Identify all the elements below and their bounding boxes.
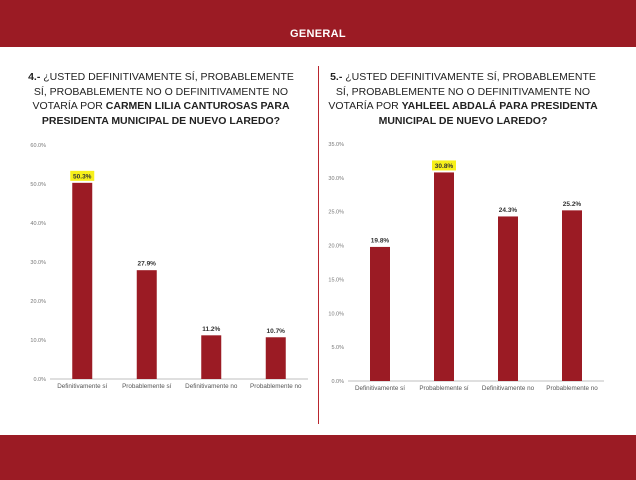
chart-q5-y-tick-label: 35.0% bbox=[328, 142, 344, 148]
chart-q4-category-label: Definitivamente sí bbox=[57, 383, 107, 390]
question-5-text: ¿USTED DEFINITIVAMENTE SÍ, PROBABLEMENTE… bbox=[328, 71, 596, 112]
chart-q5-category-label: Probablemente sí bbox=[419, 385, 469, 392]
chart-q5-category-label: Definitivamente no bbox=[482, 385, 535, 392]
chart-q4-bar bbox=[136, 270, 157, 379]
chart-q4-y-tick-label: 0.0% bbox=[33, 377, 46, 383]
chart-q5-category-label: Definitivamente sí bbox=[355, 385, 405, 392]
chart-q5-bar bbox=[562, 210, 582, 381]
header-bar: GENERAL bbox=[0, 0, 636, 47]
chart-q4-category-label: Probablemente no bbox=[250, 383, 302, 390]
chart-q5-label-highlight bbox=[432, 160, 456, 171]
chart-q4-data-label: 27.9% bbox=[138, 261, 157, 268]
chart-q5-y-tick-label: 20.0% bbox=[328, 244, 344, 250]
chart-q5-y-tick-label: 25.0% bbox=[328, 210, 344, 216]
chart-q4-bar bbox=[265, 337, 286, 379]
chart-q4-bar bbox=[201, 335, 222, 379]
chart-q4-data-label: 10.7% bbox=[267, 328, 286, 335]
chart-q4-y-tick-label: 20.0% bbox=[30, 299, 46, 305]
chart-q5-category-label: Probablemente no bbox=[546, 385, 598, 392]
chart-q5-data-label: 25.2% bbox=[563, 201, 582, 208]
chart-q5-y-tick-label: 15.0% bbox=[328, 277, 344, 283]
chart-q4-y-tick-label: 10.0% bbox=[30, 338, 46, 344]
chart-q5-y-tick-label: 10.0% bbox=[328, 311, 344, 317]
chart-q5-y-tick-label: 5.0% bbox=[331, 345, 344, 351]
chart-q4-y-tick-label: 30.0% bbox=[30, 260, 46, 266]
chart-q5-bar bbox=[498, 216, 518, 381]
question-5-subject: YAHLEEL ABDALÁ PARA PRESIDENTA MUNICIPAL… bbox=[378, 100, 598, 127]
question-5: 5.- ¿USTED DEFINITIVAMENTE SÍ, PROBABLEM… bbox=[328, 70, 598, 128]
chart-q5-y-tick-label: 30.0% bbox=[328, 176, 344, 182]
question-4-text: ¿USTED DEFINITIVAMENTE SÍ, PROBABLEMENTE… bbox=[32, 71, 294, 112]
chart-q4-y-tick-label: 50.0% bbox=[30, 182, 46, 188]
chart-q5-bar bbox=[370, 246, 390, 381]
header-title: GENERAL bbox=[290, 28, 346, 40]
chart-q5-bar bbox=[434, 172, 454, 381]
chart-q5-y-tick-label: 0.0% bbox=[331, 379, 344, 385]
footer-bar bbox=[0, 435, 636, 480]
chart-q4-category-label: Probablemente sí bbox=[122, 383, 172, 390]
question-4: 4.- ¿USTED DEFINITIVAMENTE SÍ, PROBABLEM… bbox=[26, 70, 296, 128]
chart-q4-category-label: Definitivamente no bbox=[185, 383, 238, 390]
chart-q5-data-label: 19.8% bbox=[371, 237, 390, 244]
chart-q5-data-label: 30.8% bbox=[435, 163, 454, 170]
chart-q4-bar bbox=[72, 182, 93, 379]
question-4-subject: CARMEN LILIA CANTUROSAS PARA PRESIDENTA … bbox=[41, 100, 290, 127]
chart-q5-data-label: 24.3% bbox=[499, 207, 518, 214]
question-5-number: 5.- bbox=[330, 71, 343, 83]
chart-q4-data-label: 11.2% bbox=[202, 326, 220, 333]
panel-divider bbox=[318, 66, 319, 424]
chart-q4-label-highlight bbox=[70, 170, 95, 181]
chart-q4-data-label: 50.3% bbox=[73, 173, 92, 180]
question-4-number: 4.- bbox=[28, 71, 41, 83]
chart-q4-y-tick-label: 40.0% bbox=[30, 221, 46, 227]
chart-q4-y-tick-label: 60.0% bbox=[30, 143, 46, 149]
